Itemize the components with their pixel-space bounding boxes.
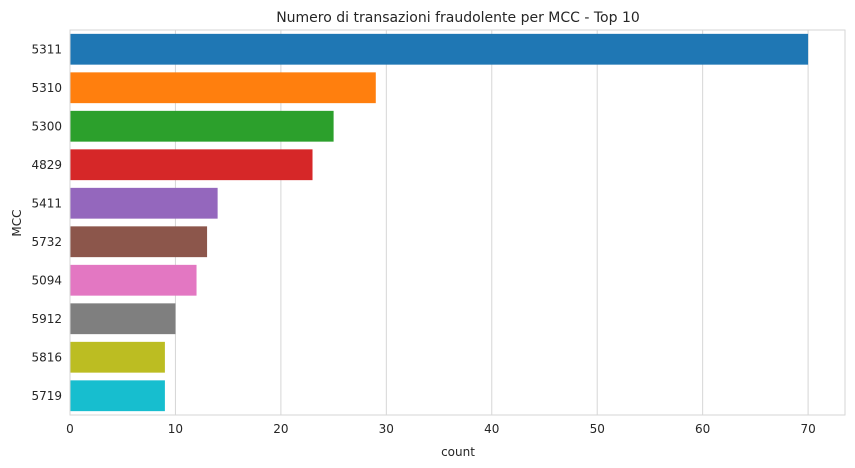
x-tick-label: 60 (695, 422, 710, 436)
bar-4829 (70, 149, 313, 181)
y-tick-labels: 5311 5310 5300 4829 5411 5732 5094 5912 5816 5719 (31, 42, 62, 403)
bar-5300 (70, 110, 334, 142)
y-tick-label: 5411 (31, 196, 62, 210)
bars (70, 33, 809, 412)
x-tick-label: 10 (168, 422, 183, 436)
bar-5411 (70, 187, 218, 219)
y-tick-label: 5310 (31, 81, 62, 95)
x-tick-label: 20 (273, 422, 288, 436)
plot-frame (69, 29, 846, 416)
y-tick-label: 5732 (31, 235, 62, 249)
x-tick-label: 0 (66, 422, 74, 436)
y-tick-label: 5912 (31, 312, 62, 326)
bar-5732 (70, 226, 208, 258)
x-tick-labels: 0 10 20 30 40 50 60 70 (66, 422, 816, 436)
y-axis-label: MCC (10, 209, 24, 236)
y-tick-label: 5311 (31, 42, 62, 56)
y-tick-label: 5816 (31, 350, 62, 364)
y-tick-label: 5094 (31, 273, 62, 287)
bar-5912 (70, 303, 176, 335)
bar-5816 (70, 341, 165, 373)
bar-5094 (70, 264, 197, 296)
x-tick-label: 50 (590, 422, 605, 436)
x-tick-label: 40 (484, 422, 499, 436)
bar-5311 (70, 33, 809, 65)
y-tick-label: 5300 (31, 119, 62, 133)
y-tick-label: 5719 (31, 389, 62, 403)
bar-5310 (70, 72, 376, 104)
y-tick-label: 4829 (31, 158, 62, 172)
chart-title: Numero di transazioni fraudolente per MC… (276, 10, 640, 26)
x-tick-label: 30 (379, 422, 394, 436)
x-axis-label: count (441, 445, 475, 459)
bar-5719 (70, 380, 165, 412)
x-tick-label: 70 (800, 422, 815, 436)
